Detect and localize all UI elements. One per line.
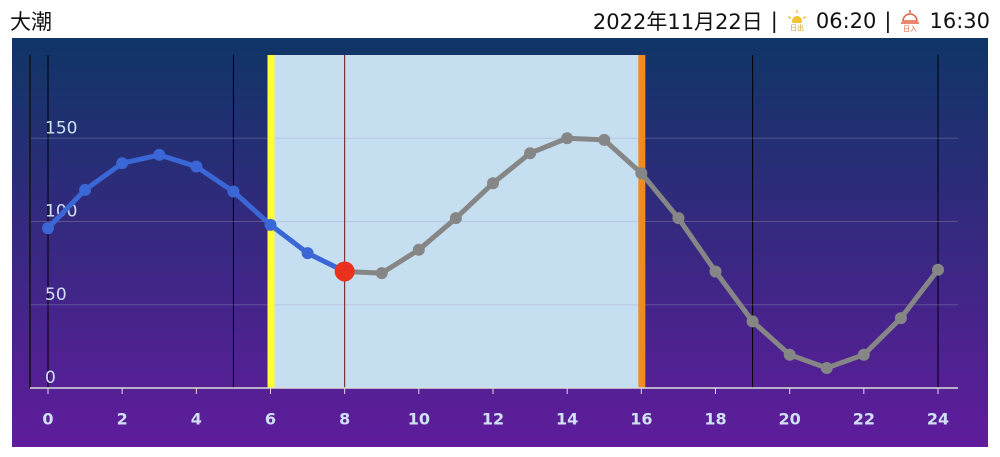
x-tick-label: 10 (408, 410, 430, 429)
point (672, 212, 685, 225)
sunrise-time: 06:20 (815, 9, 877, 33)
sunset-icon: 日入 (901, 10, 920, 33)
x-tick-label: 16 (630, 410, 652, 429)
x-tick-label: 0 (42, 410, 53, 429)
point (153, 148, 166, 161)
sunrise-icon: 日出 (787, 10, 807, 33)
x-tick-label: 14 (556, 410, 578, 429)
y-tick-label: 150 (45, 118, 77, 138)
point (820, 362, 833, 375)
point (857, 348, 870, 361)
point (116, 157, 129, 170)
x-tick-label: 20 (779, 410, 801, 429)
x-tick-label: 2 (117, 410, 128, 429)
y-tick-label: 0 (45, 368, 56, 388)
x-tick-label: 12 (482, 410, 504, 429)
point (412, 243, 425, 256)
x-tick-label: 8 (339, 410, 350, 429)
y-tick-label: 100 (45, 202, 77, 222)
point (375, 267, 388, 280)
y-tick-label: 50 (45, 285, 67, 305)
chart-panel (12, 38, 988, 447)
point (746, 315, 759, 328)
point (783, 348, 796, 361)
tide-type: 大潮 (10, 10, 52, 34)
x-tick-label: 22 (853, 410, 875, 429)
future-line (344, 135, 940, 371)
now-point (334, 261, 355, 282)
point (42, 222, 54, 235)
point (301, 247, 314, 260)
separator: | (770, 9, 778, 33)
point (524, 147, 537, 160)
point (227, 185, 240, 198)
x-tick-label: 4 (191, 410, 202, 429)
point (894, 312, 907, 325)
sunset-time: 16:30 (929, 9, 990, 33)
point (264, 218, 277, 231)
x-tick-label: 6 (265, 410, 276, 429)
point (561, 132, 574, 145)
sunset-line (638, 55, 646, 388)
point (449, 212, 462, 225)
point (598, 133, 611, 146)
point (79, 183, 92, 196)
daylight-band (270, 55, 642, 388)
past-line (46, 152, 346, 274)
sunrise-line (267, 55, 275, 388)
svg-text:日出: 日出 (790, 23, 804, 32)
x-tick-label: 18 (704, 410, 726, 429)
x-tick-label: 24 (927, 410, 949, 429)
point (635, 167, 648, 180)
separator: | (884, 9, 892, 33)
point (709, 265, 722, 278)
header-info: 2022年11月22日 | 日出 06:20 | 日入 16:30 (593, 6, 990, 36)
point (932, 263, 944, 276)
point (487, 177, 499, 190)
svg-text:日入: 日入 (903, 25, 917, 33)
date: 2022年11月22日 (592, 10, 763, 34)
point (190, 160, 203, 173)
